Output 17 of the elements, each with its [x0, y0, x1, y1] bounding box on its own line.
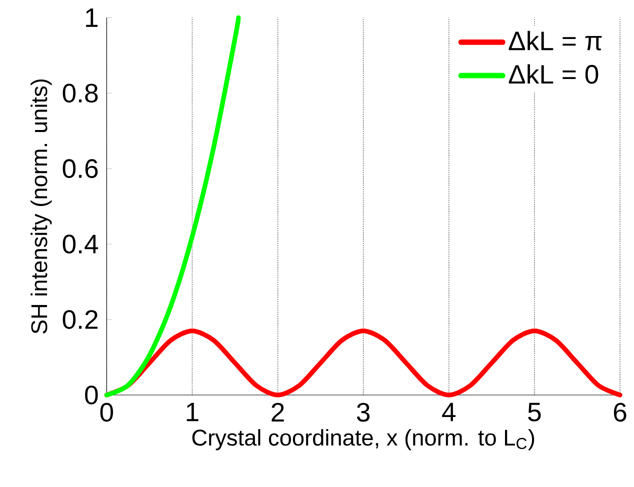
y-tick-label: 0.6	[62, 159, 98, 178]
x-axis-title: Crystal coordinate, x (norm. to L$_{C}$)	[192, 429, 534, 450]
x-tick-label: 1	[186, 402, 198, 422]
legend-label: ΔkL = π	[508, 30, 602, 50]
x-tick-label: 2	[272, 402, 284, 422]
x-tick-label: 3	[356, 402, 370, 422]
y-tick-label: 1	[86, 8, 98, 27]
x-tick-label: 6	[614, 402, 626, 422]
y-tick-label: 0.8	[62, 84, 98, 103]
legend-label: ΔkL = 0	[508, 64, 598, 84]
y-axis-title: SH intensity (norm. units)	[30, 79, 52, 334]
x-tick-label: 0	[100, 402, 114, 422]
x-tick-label: 5	[528, 402, 541, 422]
y-tick-label: 0.4	[62, 234, 98, 254]
y-tick-label: 0	[85, 386, 98, 404]
y-tick-label: 0.2	[62, 310, 98, 329]
x-tick-label: 4	[442, 402, 456, 422]
